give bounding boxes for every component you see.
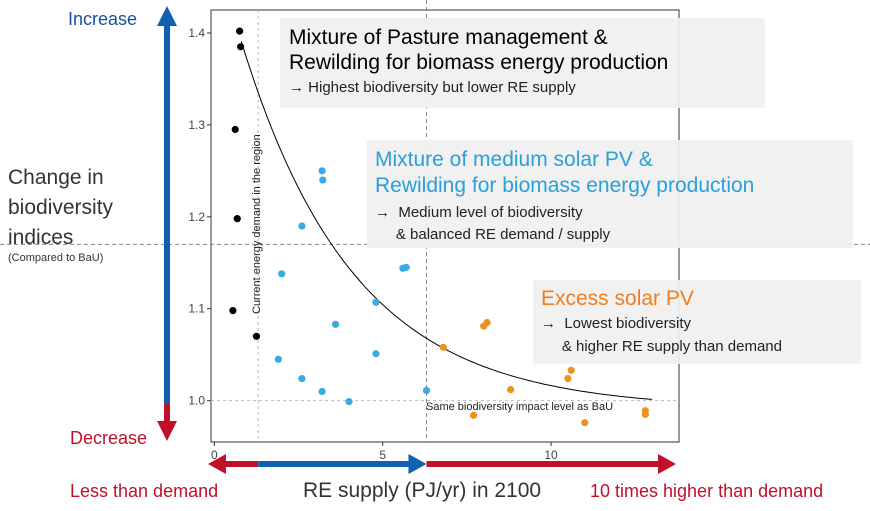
data-point — [581, 419, 589, 427]
balanced-arrow-head — [408, 454, 427, 474]
y-axis-ticks: 1.0 1.1 1.2 1.3 1.4 — [188, 26, 211, 408]
less-than-demand-label: Less than demand — [70, 481, 219, 501]
data-point — [319, 176, 327, 184]
y-tick-label: 1.0 — [188, 394, 205, 408]
increase-arrow-head — [157, 6, 177, 26]
decrease-arrow-shaft — [164, 403, 170, 421]
y-tick-label: 1.3 — [188, 118, 205, 132]
excess-arrow-shaft — [426, 461, 660, 467]
data-point — [567, 366, 575, 374]
data-point — [274, 355, 282, 363]
data-point — [641, 410, 649, 419]
annotation-medium-pv-title: Mixture of medium solar PV & — [375, 148, 653, 171]
data-point — [237, 43, 245, 51]
demand-line-label: Current energy demand in the region — [251, 134, 263, 314]
x-tick-label: 0 — [211, 448, 218, 462]
data-point — [345, 397, 353, 406]
balanced-arrow-shaft — [258, 461, 411, 467]
decrease-label: Decrease — [70, 428, 148, 448]
data-point — [298, 222, 306, 230]
data-point — [233, 215, 241, 223]
x-tick-label: 10 — [544, 448, 558, 462]
annotation-box-pasture: Mixture of Pasture management & Rewildin… — [280, 18, 765, 108]
data-point — [236, 27, 244, 35]
data-point — [372, 298, 380, 306]
x-axis-ticks: 0 5 10 — [211, 442, 558, 462]
y-axis-label-text: Change in biodiversity indices — [8, 166, 114, 249]
annotation-box-medium-pv: Mixture of medium solar PV & Rewilding f… — [367, 140, 853, 248]
data-points — [229, 27, 649, 427]
x-tick-label: 5 — [379, 448, 386, 462]
data-point — [331, 320, 340, 328]
annotation-medium-pv-title2: Rewilding for biomass energy production — [375, 174, 755, 197]
annotation-pasture-title: Mixture of Pasture management & — [289, 26, 608, 49]
y-tick-label: 1.1 — [188, 302, 205, 316]
data-point — [422, 386, 431, 395]
data-point — [252, 332, 261, 340]
data-point — [399, 264, 407, 272]
data-point — [278, 270, 286, 278]
annotation-pasture-title2: Rewilding for biomass energy production — [289, 51, 669, 74]
annotation-box-excess-pv: Excess solar PV → Lowest biodiversity & … — [533, 280, 861, 364]
data-point — [372, 350, 380, 358]
ten-times-higher-label: 10 times higher than demand — [590, 481, 824, 501]
y-tick-label: 1.2 — [188, 210, 205, 224]
data-point — [480, 322, 488, 330]
data-point — [439, 343, 447, 351]
y-axis-label: Change in biodiversity indices — [8, 163, 138, 253]
data-point — [564, 374, 572, 383]
bau-line-label: Same biodiversity impact level as BaU — [426, 401, 614, 413]
less-demand-arrow-head — [208, 454, 226, 474]
less-demand-arrow-shaft — [224, 461, 259, 467]
data-point — [231, 125, 239, 134]
increase-label: Increase — [68, 9, 138, 29]
y-tick-label: 1.4 — [188, 26, 205, 40]
data-point — [470, 411, 478, 419]
annotation-excess-pv-line2: & higher RE supply than demand — [541, 338, 782, 355]
data-point — [318, 387, 326, 396]
increase-arrow-shaft — [164, 22, 170, 403]
data-point — [318, 167, 326, 175]
axis-arrows — [157, 6, 676, 474]
decrease-arrow-head — [157, 421, 177, 441]
annotation-medium-pv-line1: → Medium level of biodiversity — [375, 204, 583, 221]
data-point — [507, 386, 515, 394]
x-axis-label: RE supply (PJ/yr) in 2100 — [303, 479, 542, 502]
y-axis-label-note: (Compared to BaU) — [8, 252, 104, 264]
trend-curve — [240, 41, 653, 400]
annotation-excess-pv-line1: → Lowest biodiversity — [541, 315, 692, 332]
annotation-excess-pv-title: Excess solar PV — [541, 287, 694, 310]
excess-arrow-head — [658, 454, 676, 474]
data-point — [298, 374, 306, 383]
data-point — [229, 306, 237, 315]
annotation-pasture-line: → Highest biodiversity but lower RE supp… — [289, 79, 576, 96]
annotation-medium-pv-line2: & balanced RE demand / supply — [375, 226, 611, 243]
